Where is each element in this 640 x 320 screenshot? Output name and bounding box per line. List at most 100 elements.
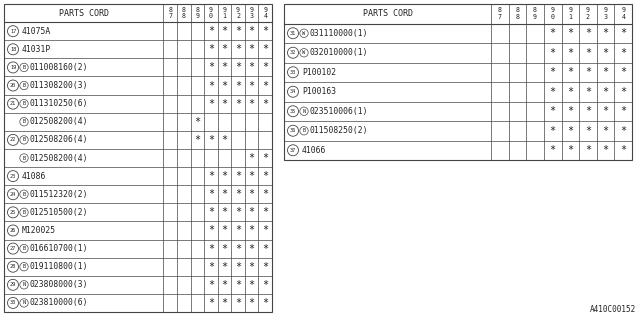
Text: 012508200(4): 012508200(4) (29, 154, 88, 163)
Bar (4, 4, 272, 312)
Text: *: * (620, 67, 627, 77)
Text: *: * (262, 280, 268, 290)
Text: *: * (208, 244, 214, 253)
Text: *: * (221, 298, 228, 308)
Text: *: * (235, 171, 241, 181)
Text: *: * (620, 106, 627, 116)
Text: *: * (262, 44, 268, 54)
Text: *: * (248, 26, 255, 36)
Text: 30: 30 (10, 300, 16, 306)
Text: *: * (221, 62, 228, 72)
Text: *: * (208, 26, 214, 36)
Text: *: * (208, 44, 214, 54)
Text: *: * (221, 99, 228, 109)
Text: 9
2: 9 2 (236, 7, 240, 19)
Text: 023810000(6): 023810000(6) (29, 299, 88, 308)
Text: 9
4: 9 4 (263, 7, 268, 19)
Text: 8
7: 8 7 (168, 7, 172, 19)
Text: 9
0: 9 0 (209, 7, 213, 19)
Text: W: W (303, 50, 305, 55)
Text: *: * (195, 135, 200, 145)
Text: 24: 24 (10, 192, 16, 197)
Text: 18: 18 (10, 47, 16, 52)
Text: *: * (262, 189, 268, 199)
Text: 33: 33 (290, 70, 296, 75)
Text: 27: 27 (10, 246, 16, 251)
Text: *: * (221, 189, 228, 199)
Text: *: * (567, 87, 573, 97)
Text: 031110000(1): 031110000(1) (310, 29, 368, 38)
Text: *: * (248, 62, 255, 72)
Text: 36: 36 (290, 128, 296, 133)
Text: 9
3: 9 3 (250, 7, 253, 19)
Text: 012508200(4): 012508200(4) (29, 117, 88, 126)
Text: 26: 26 (10, 228, 16, 233)
Text: 9
1: 9 1 (223, 7, 227, 19)
Text: 8
8: 8 8 (182, 7, 186, 19)
Text: 023808000(3): 023808000(3) (29, 280, 88, 289)
Text: 37: 37 (290, 148, 296, 153)
Text: *: * (602, 87, 609, 97)
Text: *: * (620, 87, 627, 97)
Text: 35: 35 (290, 109, 296, 114)
Text: 011508250(2): 011508250(2) (310, 126, 368, 135)
Text: M120025: M120025 (22, 226, 56, 235)
Text: 41031P: 41031P (22, 45, 51, 54)
Text: A410C00152: A410C00152 (589, 305, 636, 314)
Text: 32: 32 (290, 50, 296, 55)
Text: *: * (567, 145, 573, 155)
Text: *: * (221, 81, 228, 91)
Text: *: * (620, 28, 627, 38)
Text: *: * (248, 298, 255, 308)
Text: B: B (22, 101, 26, 106)
Text: *: * (550, 126, 556, 136)
Text: 019110800(1): 019110800(1) (29, 262, 88, 271)
Text: 012508206(4): 012508206(4) (29, 135, 88, 144)
Text: *: * (550, 28, 556, 38)
Text: *: * (585, 28, 591, 38)
Text: B: B (303, 128, 305, 133)
Text: *: * (248, 262, 255, 272)
Text: *: * (620, 145, 627, 155)
Text: *: * (262, 298, 268, 308)
Text: *: * (221, 244, 228, 253)
Text: *: * (585, 87, 591, 97)
Text: 41086: 41086 (22, 172, 46, 180)
Text: *: * (208, 81, 214, 91)
Text: *: * (248, 44, 255, 54)
Text: *: * (262, 244, 268, 253)
Text: *: * (221, 135, 228, 145)
Text: *: * (235, 298, 241, 308)
Text: 41075A: 41075A (22, 27, 51, 36)
Text: 9
2: 9 2 (586, 7, 590, 20)
Text: B: B (22, 264, 26, 269)
Text: *: * (235, 226, 241, 236)
Text: B: B (22, 192, 26, 197)
Text: *: * (550, 106, 556, 116)
Text: B: B (22, 65, 26, 70)
Text: *: * (221, 26, 228, 36)
Text: *: * (248, 189, 255, 199)
Text: *: * (262, 99, 268, 109)
Text: 011008160(2): 011008160(2) (29, 63, 88, 72)
Text: *: * (550, 48, 556, 58)
Bar (284, 4, 632, 160)
Text: B: B (22, 119, 26, 124)
Text: 9
4: 9 4 (621, 7, 625, 20)
Text: *: * (567, 106, 573, 116)
Text: 29: 29 (10, 282, 16, 287)
Text: 22: 22 (10, 137, 16, 142)
Text: *: * (262, 171, 268, 181)
Text: *: * (235, 81, 241, 91)
Text: *: * (248, 207, 255, 217)
Text: 17: 17 (10, 29, 16, 34)
Text: *: * (262, 262, 268, 272)
Text: *: * (235, 262, 241, 272)
Text: *: * (262, 207, 268, 217)
Text: *: * (567, 28, 573, 38)
Text: 34: 34 (290, 89, 296, 94)
Text: 8
8: 8 8 (515, 7, 520, 20)
Text: *: * (221, 226, 228, 236)
Text: *: * (262, 26, 268, 36)
Text: *: * (235, 62, 241, 72)
